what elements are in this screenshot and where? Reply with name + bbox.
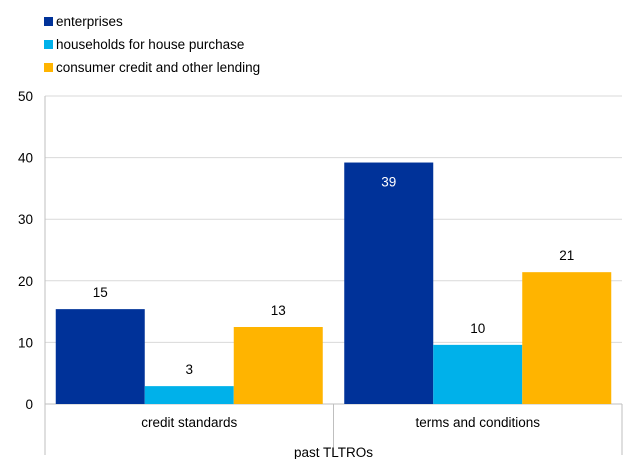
x-tick-label: credit standards: [141, 415, 237, 430]
data-label: 21: [559, 248, 574, 263]
y-tick-label: 20: [18, 274, 33, 289]
legend-item-enterprises: enterprises: [44, 10, 260, 33]
x-group-label: past TLTROs: [294, 445, 373, 459]
y-tick-label: 10: [18, 335, 33, 350]
bar: [233, 327, 323, 404]
legend-item-households: households for house purchase: [44, 33, 260, 56]
bar: [433, 344, 523, 404]
bar: [144, 386, 234, 404]
data-label: 13: [271, 303, 286, 318]
legend-label: consumer credit and other lending: [56, 60, 261, 75]
legend-swatch: [44, 17, 53, 26]
data-label: 39: [381, 175, 396, 190]
data-label: 15: [93, 285, 108, 300]
legend-label: enterprises: [56, 14, 123, 29]
y-tick-label: 40: [18, 151, 33, 166]
x-tick-label: terms and conditions: [415, 415, 540, 430]
y-tick-label: 0: [25, 397, 33, 412]
data-label: 3: [185, 362, 193, 377]
legend-item-consumer-credit: consumer credit and other lending: [44, 56, 260, 79]
bar: [344, 162, 434, 404]
bar: [522, 272, 612, 404]
legend-swatch: [44, 63, 53, 72]
legend-swatch: [44, 40, 53, 49]
data-label: 10: [470, 321, 485, 336]
bar: [55, 309, 145, 404]
chart-legend: enterprises households for house purchas…: [44, 10, 260, 79]
y-tick-label: 30: [18, 212, 33, 227]
legend-label: households for house purchase: [56, 37, 245, 52]
y-tick-label: 50: [18, 89, 33, 104]
